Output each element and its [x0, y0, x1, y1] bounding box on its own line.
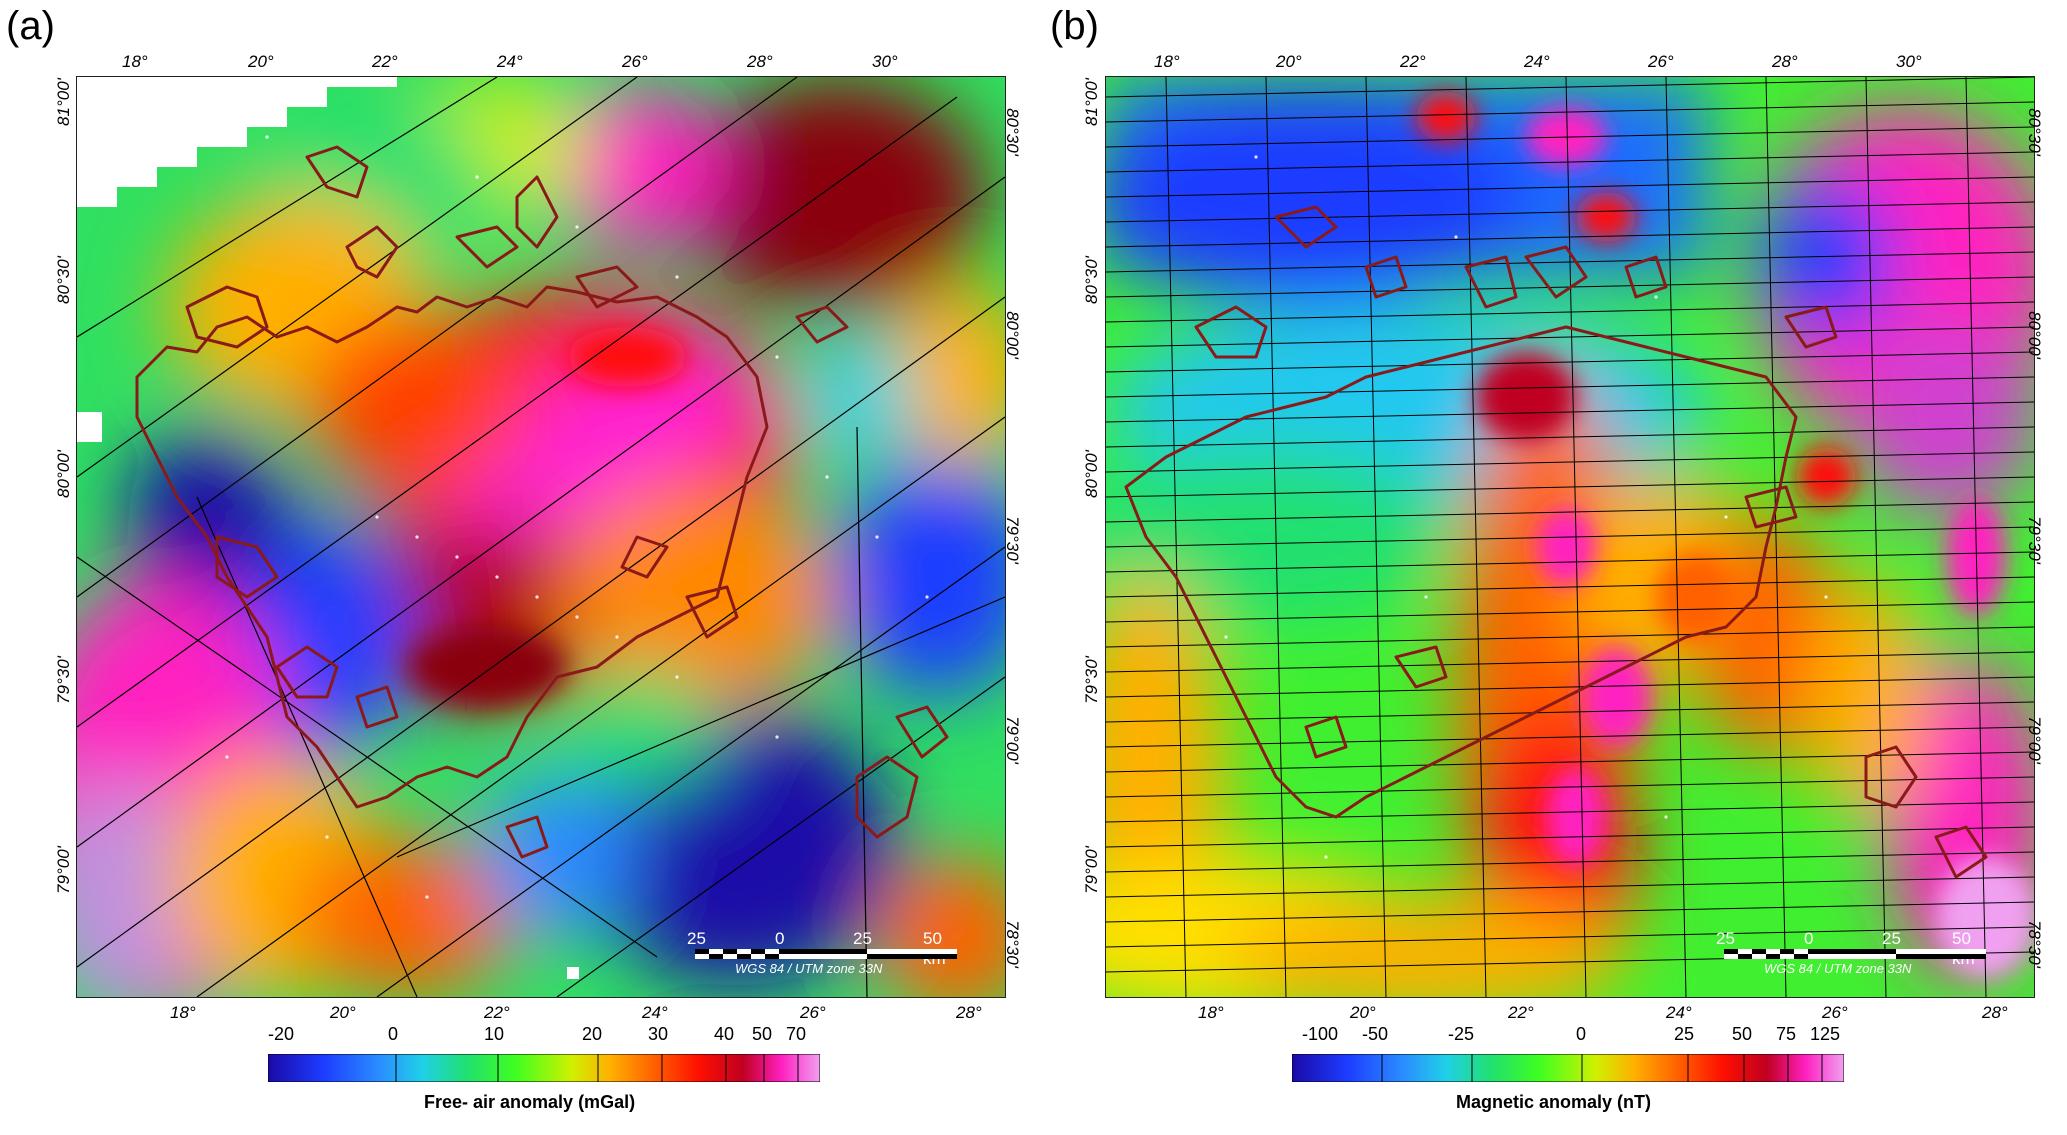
top-lon-label: 30° — [872, 52, 898, 71]
colorbar-tick-label: -25 — [1448, 1024, 1475, 1044]
bottom-lon-label: 20° — [1350, 1003, 1376, 1022]
left-lat-label: 80°00' — [1081, 450, 1101, 498]
top-lon-label: 28° — [747, 52, 773, 71]
left-lat-label: 79°30' — [53, 656, 73, 704]
colorbar-tick-label: 40 — [714, 1024, 735, 1044]
colorbar-ramp — [268, 1054, 820, 1082]
scale-label: 25 — [687, 929, 706, 948]
colorbar-tick-label: 125 — [1810, 1024, 1841, 1044]
bottom-lon-label: 28° — [1982, 1003, 2008, 1022]
bottom-lon-label: 26° — [1822, 1003, 1848, 1022]
free-air-anomaly-map: 25 0 25 50 km WGS 84 / UTM zone 33N — [76, 76, 1006, 998]
scale-bar-b: 25 0 25 50 km WGS 84 / UTM zone 33N — [1716, 929, 1986, 977]
bottom-lon-label: 22° — [1508, 1003, 1534, 1022]
bottom-lon-label: 26° — [800, 1003, 826, 1022]
top-lon-label: 28° — [1772, 52, 1798, 71]
panel-b-letter: (b) — [1050, 4, 1099, 48]
colorbar-tick-label: 30 — [648, 1024, 669, 1044]
top-lon-label: 20° — [248, 52, 274, 71]
left-lat-label: 80°00' — [53, 450, 73, 498]
top-lon-label: 18° — [1154, 52, 1180, 71]
left-lat-label: 80°30' — [53, 256, 73, 304]
projection-label: WGS 84 / UTM zone 33N — [1764, 961, 1912, 976]
right-lat-label: 78°30' — [1002, 920, 1022, 968]
bottom-lon-label: 18° — [1198, 1003, 1224, 1022]
left-lat-label: 79°00' — [53, 846, 73, 894]
bottom-lon-label: 18° — [170, 1003, 196, 1022]
colorbar-title: Magnetic anomaly (nT) — [1456, 1092, 1652, 1112]
colorbar-tick-label: 0 — [388, 1024, 399, 1044]
right-lat-label: 80°00' — [2024, 311, 2044, 359]
top-lon-label: 18° — [122, 52, 148, 71]
bottom-lon-label: 22° — [484, 1003, 510, 1022]
free-air-anomaly-raster — [77, 77, 1005, 997]
right-lat-label: 80°30' — [1002, 108, 1022, 156]
bottom-lon-label: 28° — [956, 1003, 982, 1022]
colorbar-b: -100 -50 -25 0 25 50 75 125 Magnetic ano… — [1292, 1024, 1844, 1112]
top-lon-label: 22° — [372, 52, 398, 71]
colorbar-tick-label: -20 — [268, 1024, 295, 1044]
colorbar-tick-label: 50 — [752, 1024, 773, 1044]
colorbar-tick-label: 25 — [1674, 1024, 1695, 1044]
colorbar-a: -20 0 10 20 30 40 50 70 Free- air anomal… — [268, 1024, 820, 1112]
top-lon-label: 26° — [1648, 52, 1674, 71]
right-lat-label: 79°00' — [1002, 716, 1022, 764]
magnetic-anomaly-raster — [1106, 77, 2034, 997]
top-lon-label: 24° — [1524, 52, 1550, 71]
colorbar-tick-label: -100 — [1302, 1024, 1339, 1044]
colorbar-tick-label: 0 — [1576, 1024, 1587, 1044]
scale-label: 25 — [1716, 929, 1735, 948]
left-lat-label: 79°30' — [1081, 656, 1101, 704]
bottom-lon-label: 20° — [330, 1003, 356, 1022]
magnetic-anomaly-map: 25 0 25 50 km WGS 84 / UTM zone 33N — [1105, 76, 2035, 998]
top-lon-label: 30° — [1896, 52, 1922, 71]
top-lon-label: 24° — [497, 52, 523, 71]
colorbar-tick-label: 20 — [582, 1024, 603, 1044]
left-lat-label: 80°30' — [1081, 256, 1101, 304]
colorbar-title: Free- air anomaly (mGal) — [424, 1092, 636, 1112]
left-lat-label: 81°00' — [1081, 78, 1101, 126]
scale-bar-a: 25 0 25 50 km WGS 84 / UTM zone 33N — [687, 929, 957, 977]
bottom-lon-label: 24° — [642, 1003, 668, 1022]
top-lon-label: 20° — [1276, 52, 1302, 71]
panel-a-letter: (a) — [6, 4, 55, 48]
colorbar-ramp — [1292, 1054, 1844, 1082]
scale-label: 0 — [1804, 929, 1814, 948]
colorbar-tick-label: 10 — [484, 1024, 505, 1044]
left-lat-label: 81°00' — [53, 78, 73, 126]
projection-label: WGS 84 / UTM zone 33N — [735, 961, 883, 976]
top-lon-label: 26° — [622, 52, 648, 71]
right-lat-label: 80°00' — [1002, 311, 1022, 359]
right-lat-label: 79°30' — [2024, 516, 2044, 564]
scale-label: 25 — [1882, 929, 1901, 948]
bottom-lon-label: 24° — [1666, 1003, 1692, 1022]
right-lat-label: 79°00' — [2024, 716, 2044, 764]
right-lat-label: 79°30' — [1002, 516, 1022, 564]
colorbar-tick-label: 75 — [1776, 1024, 1797, 1044]
scale-label: 0 — [775, 929, 785, 948]
right-lat-label: 78°30' — [2024, 920, 2044, 968]
left-lat-label: 79°00' — [1081, 846, 1101, 894]
colorbar-tick-label: -50 — [1362, 1024, 1389, 1044]
scale-label: 25 — [853, 929, 872, 948]
colorbar-tick-label: 70 — [786, 1024, 807, 1044]
top-lon-label: 22° — [1400, 52, 1426, 71]
colorbar-tick-label: 50 — [1732, 1024, 1753, 1044]
right-lat-label: 80°30' — [2024, 108, 2044, 156]
